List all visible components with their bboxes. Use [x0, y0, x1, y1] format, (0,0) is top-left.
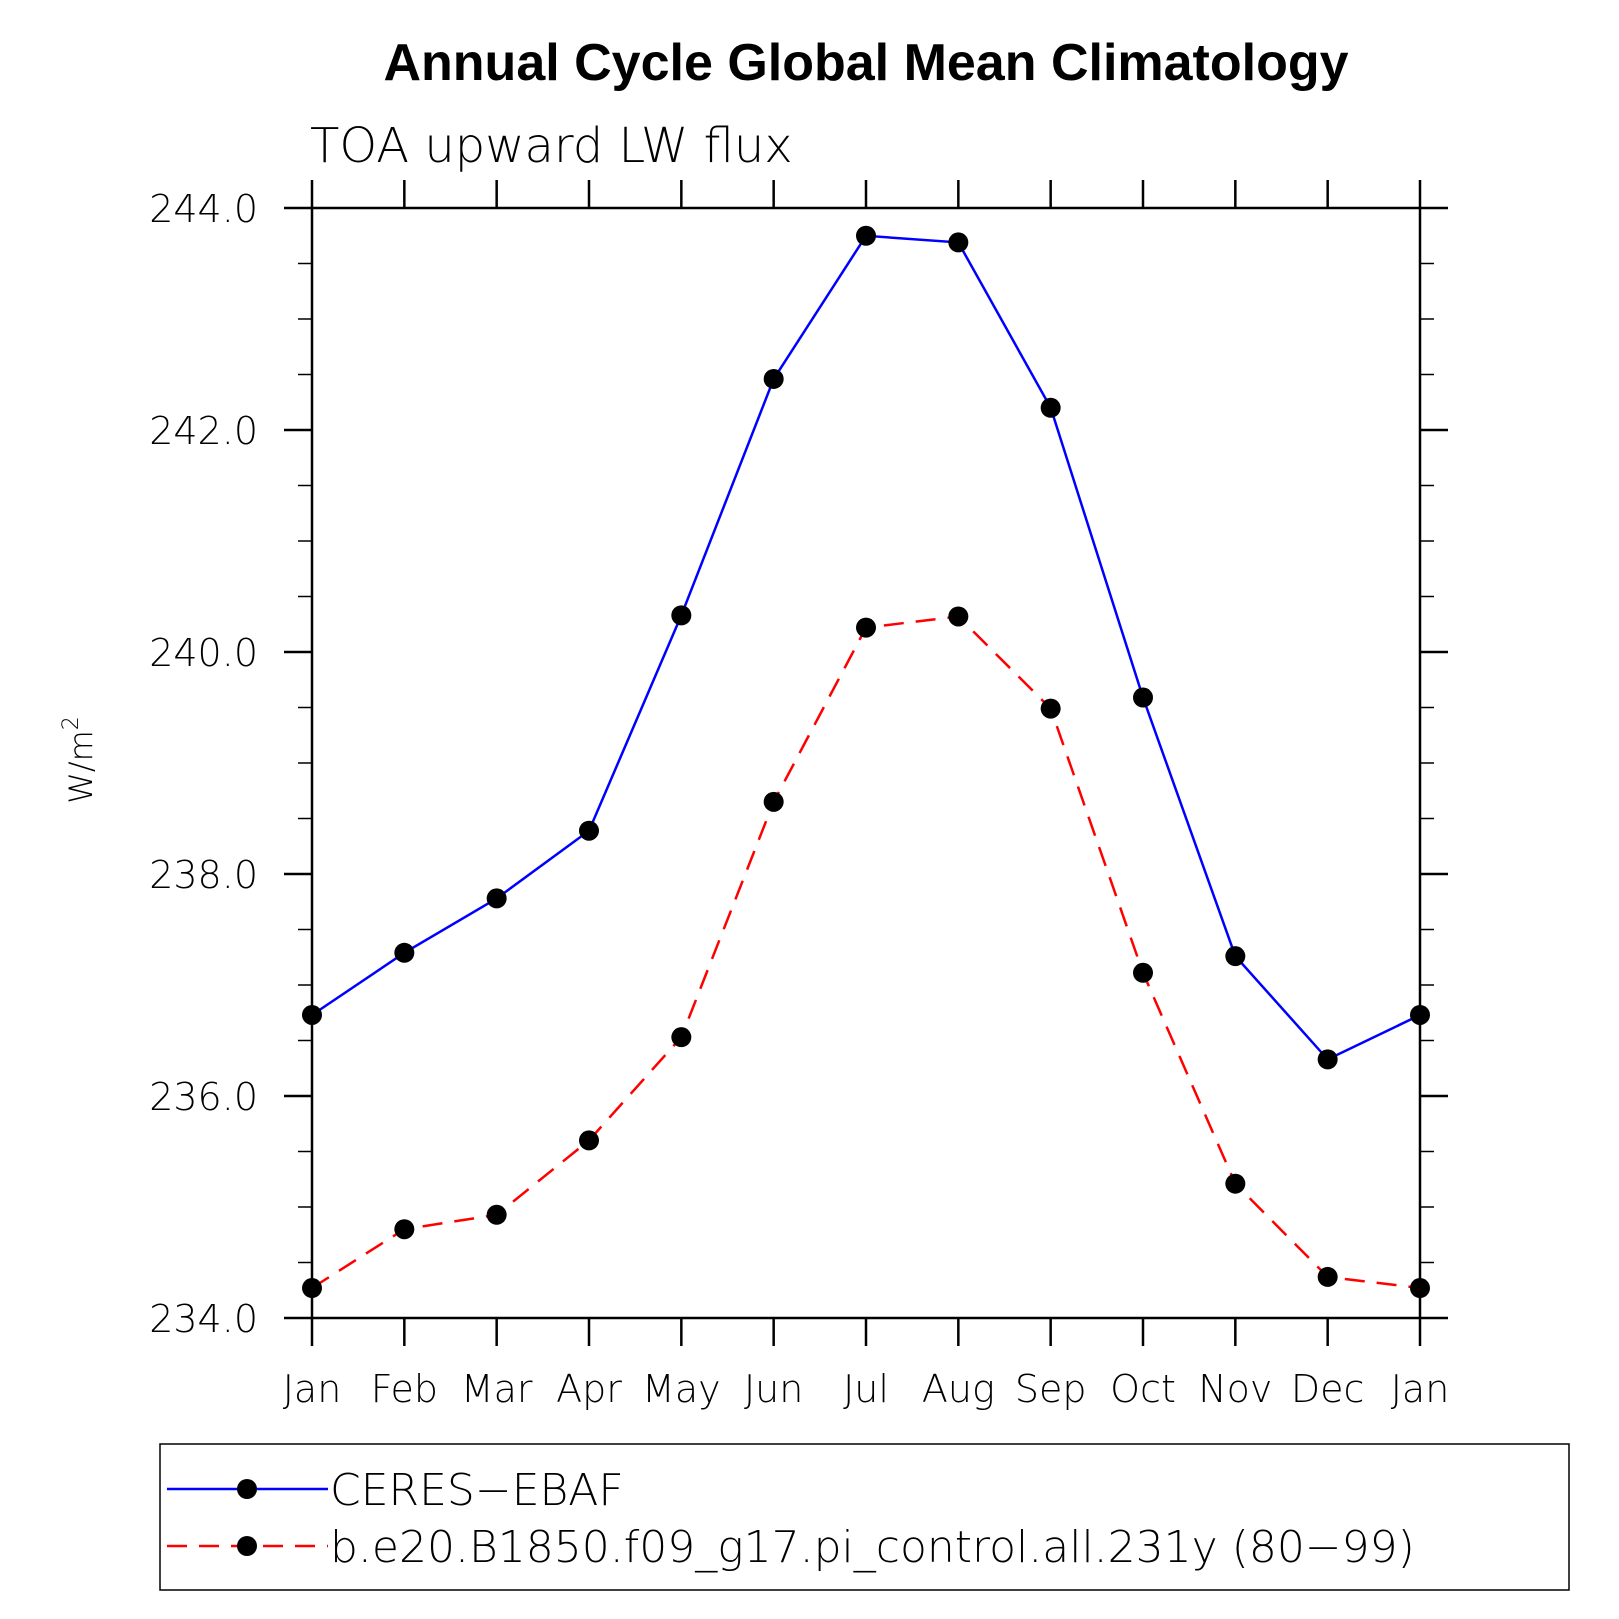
x-tick-label: Jan: [283, 1367, 342, 1411]
y-tick-label: 244.0: [149, 187, 258, 231]
legend-marker-model: [237, 1536, 257, 1556]
plot-frame: [310, 206, 1422, 1320]
y-axis-label-exponent: 2: [59, 716, 84, 730]
x-tick-label: Apr: [556, 1367, 622, 1411]
x-tick-label: May: [642, 1367, 721, 1411]
series-0-point: [1410, 1004, 1430, 1025]
series-0-point: [763, 368, 784, 389]
x-tick-label: Jun: [744, 1367, 803, 1411]
series-line-1: [311, 615, 1421, 1290]
series-1-point: [1040, 698, 1061, 719]
series-0-point: [1133, 687, 1153, 708]
series-0-point: [1225, 946, 1246, 967]
series-1-point: [302, 1278, 322, 1299]
series-1-point: [948, 606, 969, 627]
y-tick-label: 240.0: [149, 631, 258, 675]
y-tick-label: 236.0: [149, 1075, 258, 1119]
x-tick-label: Aug: [922, 1367, 995, 1411]
series-1-point: [1225, 1173, 1246, 1194]
chart-title: Annual Cycle Global Mean Climatology: [383, 34, 1348, 92]
series-1-point: [763, 791, 784, 812]
series-1-point: [1317, 1266, 1338, 1287]
series-1-point: [671, 1027, 692, 1048]
x-tick-label: Oct: [1110, 1367, 1176, 1411]
legend-label-ceres: CERES−EBAF: [330, 1465, 624, 1516]
series-0-point: [1317, 1049, 1338, 1070]
series-1-point: [1133, 962, 1153, 983]
series-0-point: [1040, 397, 1061, 418]
series-0-point: [394, 942, 415, 963]
series-0-point: [856, 225, 876, 246]
x-tick-label: Jan: [1391, 1367, 1450, 1411]
y-axis-label-unit: W/m: [62, 730, 100, 804]
x-tick-label: Jul: [843, 1367, 889, 1411]
y-tick-label: 238.0: [149, 853, 258, 897]
series-line-0: [311, 234, 1421, 1061]
y-axis-label: W/m2: [59, 716, 100, 804]
series-1-point: [1410, 1278, 1430, 1299]
x-tick-label: Dec: [1291, 1367, 1365, 1411]
legend-box: [159, 1443, 1570, 1591]
series-1-point: [856, 617, 876, 638]
x-tick-label: Mar: [461, 1367, 533, 1411]
legend: CERES−EBAF b.e20.B1850.f09_g17.pi_contro…: [159, 1443, 1570, 1591]
x-tick-label: Nov: [1198, 1367, 1272, 1411]
series-0-point: [302, 1004, 322, 1025]
series-0-point: [486, 888, 507, 909]
plot-area: 234.0 236.0 238.0 240.0 242.0 244.0 Jan Feb Mar A…: [149, 180, 1449, 1411]
y-tick-label: 234.0: [149, 1297, 258, 1341]
series-0-point: [671, 605, 692, 626]
series-1-point: [394, 1219, 415, 1240]
series-1-point: [579, 1130, 599, 1151]
series-0-point: [579, 820, 599, 841]
series-1-point: [486, 1204, 507, 1225]
x-tick-label: Feb: [371, 1367, 438, 1411]
legend-marker-ceres: [237, 1479, 257, 1499]
legend-label-model: b.e20.B1850.f09_g17.pi_control.all.231y …: [330, 1522, 1415, 1573]
y-tick-label: 242.0: [149, 409, 258, 453]
x-tick-label: Sep: [1015, 1367, 1087, 1411]
series-0-point: [948, 232, 969, 253]
chart-subtitle: TOA upward LW flux: [310, 118, 793, 174]
